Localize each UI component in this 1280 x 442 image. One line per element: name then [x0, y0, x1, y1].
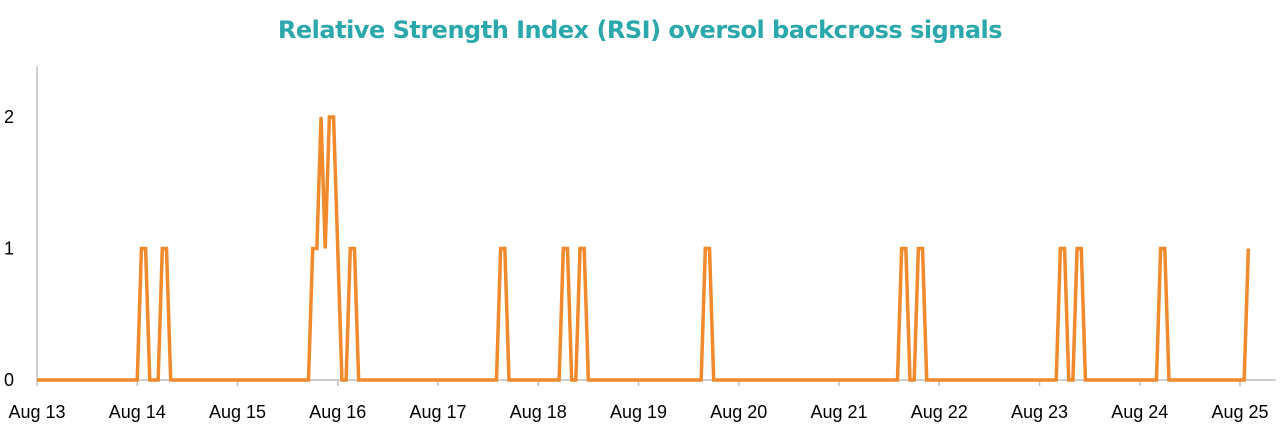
y-tick-label: 1 — [4, 239, 14, 259]
x-tick-label: Aug 18 — [510, 402, 567, 422]
chart-title: Relative Strength Index (RSI) oversol ba… — [277, 16, 1003, 44]
x-tick-label: Aug 24 — [1111, 402, 1168, 422]
x-tick-label: Aug 20 — [710, 402, 767, 422]
x-tick-label: Aug 17 — [409, 402, 466, 422]
x-tick-label: Aug 13 — [8, 402, 65, 422]
x-tick-label: Aug 19 — [610, 402, 667, 422]
x-tick-label: Aug 23 — [1011, 402, 1068, 422]
x-tick-label: Aug 21 — [810, 402, 867, 422]
y-tick-label: 2 — [4, 107, 14, 127]
x-tick-label: Aug 16 — [309, 402, 366, 422]
x-tick-label: Aug 14 — [109, 402, 166, 422]
series-line — [37, 115, 1251, 382]
x-tick-label: Aug 15 — [209, 402, 266, 422]
y-tick-label: 0 — [4, 370, 14, 390]
x-tick-label: Aug 25 — [1211, 402, 1268, 422]
x-tick-label: Aug 22 — [911, 402, 968, 422]
